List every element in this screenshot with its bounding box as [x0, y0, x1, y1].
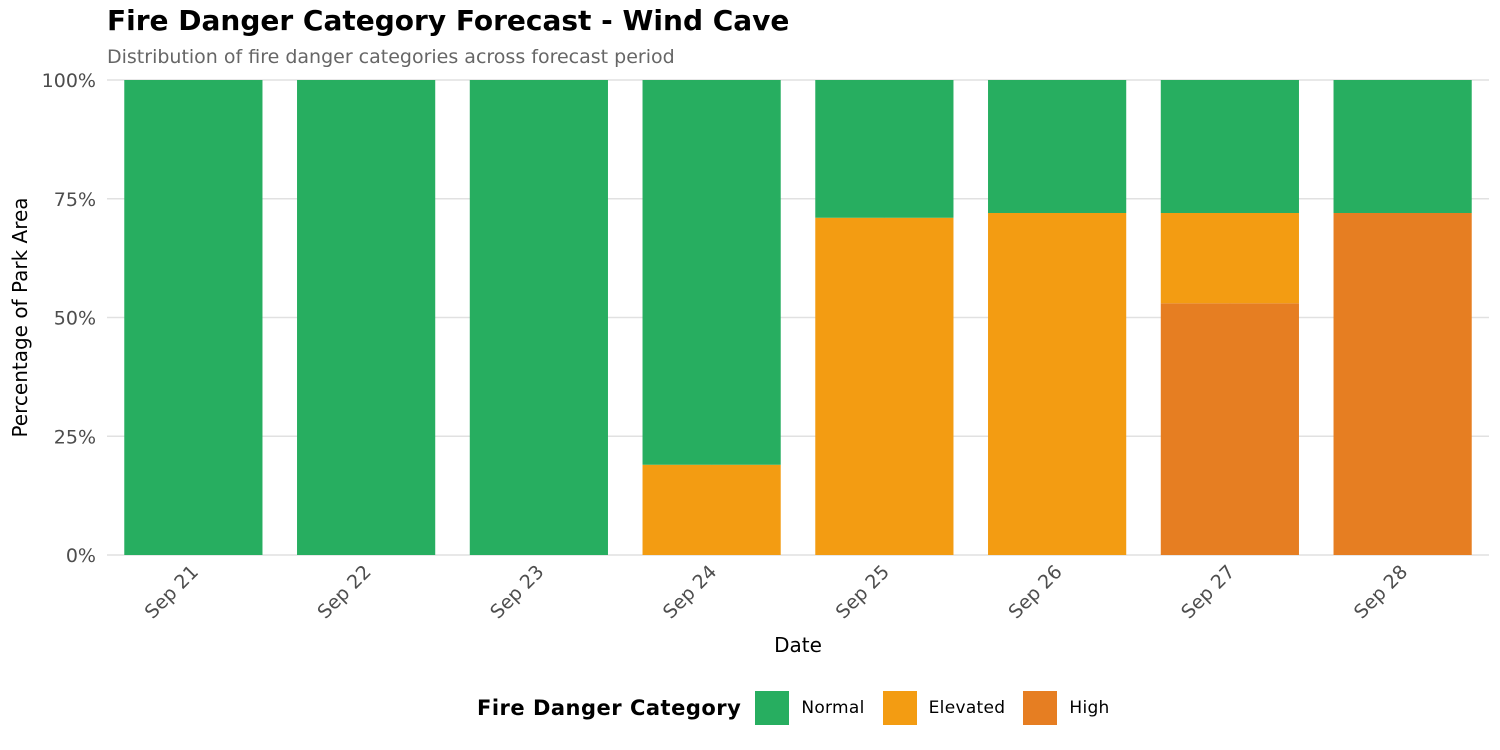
legend-swatch-high: [1023, 691, 1058, 725]
legend-item-normal: Normal: [755, 691, 872, 725]
y-tick-label: 75%: [54, 189, 96, 211]
bar-normal-sep-22: [297, 80, 436, 555]
bar-elevated-sep-24: [642, 464, 781, 555]
bar-high-sep-27: [1160, 303, 1299, 555]
x-tick-label: Sep 24: [659, 561, 721, 623]
bar-elevated-sep-25: [815, 217, 954, 555]
legend-title: Fire Danger Category: [477, 696, 742, 720]
x-axis-title: Date: [774, 633, 822, 657]
legend-swatch-elevated: [882, 691, 917, 725]
y-tick-label: 0%: [66, 545, 96, 567]
legend-swatch-normal: [755, 691, 790, 725]
x-tick-label: Sep 26: [1004, 561, 1066, 623]
bar-normal-sep-21: [124, 80, 263, 555]
legend-label-elevated: Elevated: [928, 698, 1006, 718]
x-tick-label: Sep 28: [1350, 561, 1412, 623]
legend-item-elevated: Elevated: [882, 691, 1014, 725]
bar-high-sep-28: [1333, 213, 1472, 555]
y-axis-title: Percentage of Park Area: [8, 197, 32, 437]
legend-label-high: High: [1069, 698, 1110, 718]
chart-subtitle: Distribution of fire danger categories a…: [107, 46, 675, 68]
x-tick-label: Sep 25: [832, 561, 894, 623]
bar-normal-sep-27: [1160, 80, 1299, 213]
x-tick-label: Sep 23: [486, 561, 548, 623]
y-tick-label: 50%: [54, 308, 96, 330]
bar-normal-sep-28: [1333, 80, 1472, 213]
y-tick-label: 25%: [54, 426, 96, 448]
bar-normal-sep-23: [469, 80, 608, 555]
legend: Fire Danger Category Normal Elevated Hig…: [477, 690, 1128, 726]
chart-title: Fire Danger Category Forecast - Wind Cav…: [107, 4, 790, 37]
legend-label-normal: Normal: [801, 698, 865, 718]
bar-normal-sep-25: [815, 80, 954, 218]
bar-normal-sep-24: [642, 80, 781, 465]
x-tick-label: Sep 27: [1177, 561, 1239, 623]
x-tick-label: Sep 21: [141, 561, 203, 623]
y-tick-label: 100%: [42, 70, 96, 92]
x-tick-label: Sep 22: [313, 561, 375, 623]
bar-elevated-sep-26: [988, 213, 1127, 555]
legend-item-high: High: [1023, 691, 1117, 725]
bar-elevated-sep-27: [1160, 213, 1299, 304]
bar-normal-sep-26: [988, 80, 1127, 213]
